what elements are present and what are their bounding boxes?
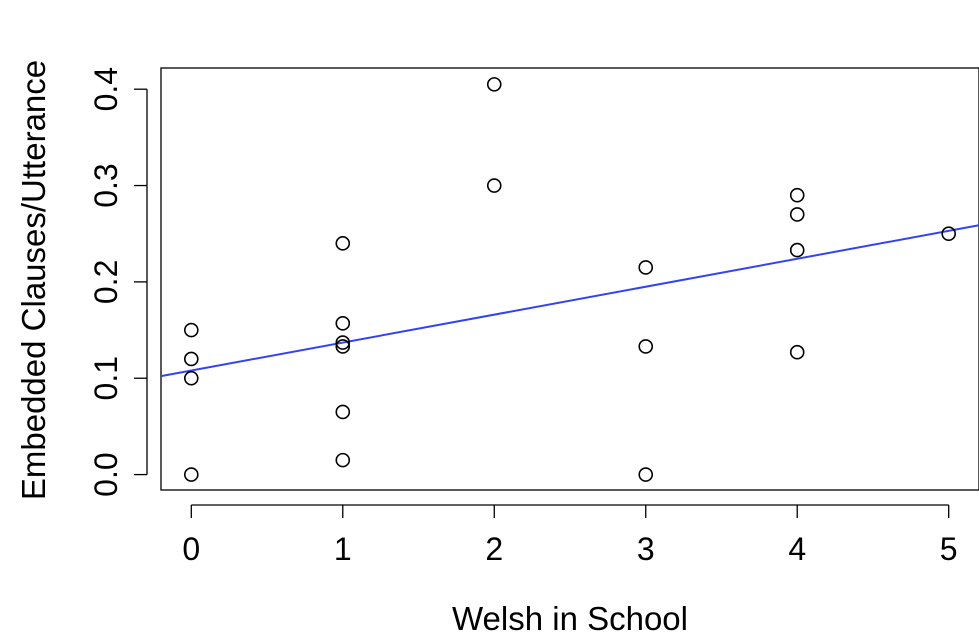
data-point bbox=[789, 187, 805, 203]
data-point bbox=[183, 467, 199, 482]
x-axis-title: Welsh in School bbox=[452, 600, 688, 637]
y-tick-label: 0.1 bbox=[88, 356, 124, 400]
data-point bbox=[638, 339, 654, 354]
data-point bbox=[335, 404, 351, 420]
data-point bbox=[183, 322, 199, 338]
x-tick-label: 1 bbox=[334, 531, 352, 567]
x-tick-label: 4 bbox=[788, 531, 806, 567]
x-axis: 0 1 2 3 4 5 bbox=[182, 504, 958, 567]
x-tick-label: 3 bbox=[637, 531, 655, 567]
data-point bbox=[789, 344, 805, 360]
x-tick-label: 2 bbox=[485, 531, 503, 567]
x-tick-label: 5 bbox=[940, 531, 958, 567]
data-point bbox=[335, 452, 351, 468]
y-tick-label: 0.3 bbox=[88, 163, 124, 207]
data-points-layer bbox=[183, 77, 957, 482]
y-tick-label: 0.0 bbox=[88, 452, 124, 496]
data-point bbox=[486, 77, 502, 92]
regression-line bbox=[160, 224, 979, 378]
data-point bbox=[789, 207, 805, 222]
y-tick-label: 0.4 bbox=[88, 67, 124, 111]
data-point bbox=[941, 226, 957, 242]
y-tick-label: 0.2 bbox=[88, 260, 124, 304]
data-point bbox=[638, 260, 654, 275]
y-axis: 0.0 0.1 0.2 0.3 0.4 bbox=[88, 67, 148, 497]
data-point bbox=[183, 370, 199, 386]
data-point bbox=[335, 316, 351, 331]
regression-line-layer bbox=[160, 224, 979, 378]
data-point bbox=[638, 467, 654, 482]
data-point bbox=[335, 335, 351, 350]
y-axis-title: Embedded Clauses/Utterance bbox=[15, 60, 52, 500]
x-tick-label: 0 bbox=[182, 531, 200, 567]
plot-frame bbox=[160, 67, 979, 491]
data-point bbox=[789, 242, 805, 258]
data-point bbox=[335, 236, 351, 251]
data-point bbox=[183, 351, 199, 367]
data-point bbox=[486, 178, 502, 193]
data-point bbox=[335, 339, 351, 354]
